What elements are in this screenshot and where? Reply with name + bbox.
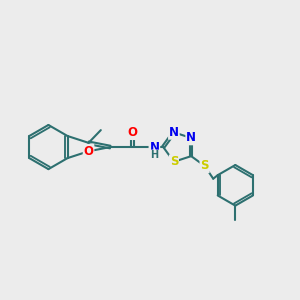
Text: H: H [150, 150, 158, 160]
Text: N: N [149, 141, 159, 154]
Text: N: N [169, 126, 179, 139]
Text: S: S [200, 159, 209, 172]
Text: O: O [127, 126, 137, 139]
Text: N: N [186, 131, 196, 145]
Text: S: S [170, 155, 178, 168]
Text: O: O [83, 145, 94, 158]
